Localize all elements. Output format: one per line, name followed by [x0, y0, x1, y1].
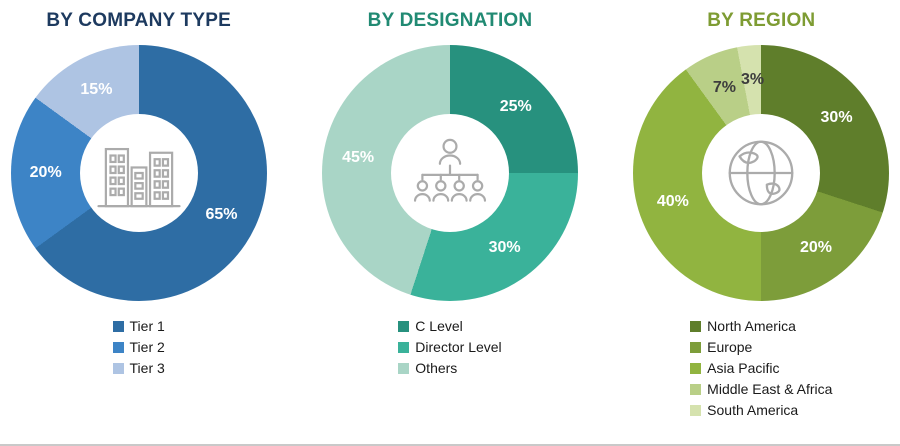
slice-label: 65%: [205, 206, 238, 224]
legend-item: Tier 2: [112, 338, 165, 356]
legend-swatch: [112, 320, 124, 332]
chart-designation: BY DESIGNATION: [311, 8, 588, 422]
legend-label: Tier 2: [129, 339, 165, 355]
chart-title-company-type: BY COMPANY TYPE: [46, 10, 231, 31]
slice-label: 20%: [799, 239, 832, 257]
donut-designation: 25% 30% 45%: [321, 45, 578, 301]
legend-item: Middle East & Africa: [690, 380, 832, 398]
legend-item: Tier 1: [112, 317, 165, 335]
slice-label: 15%: [80, 81, 113, 99]
chart-title-region: BY REGION: [707, 10, 816, 31]
slice-label: 30%: [488, 239, 521, 257]
slice-label: 25%: [499, 98, 532, 116]
legend-item: Europe: [690, 338, 832, 356]
globe-icon: [720, 132, 802, 214]
legend-designation: C Level Director Level Others: [398, 314, 502, 380]
legend-label: Others: [415, 360, 458, 376]
charts-row: BY COMPANY TYPE: [0, 8, 900, 422]
legend-label: C Level: [415, 318, 463, 334]
donut-region: 30% 20% 40% 7% 3%: [633, 45, 890, 301]
legend-item: C Level: [398, 317, 501, 335]
buildings-icon: [93, 134, 185, 212]
slice-label: 20%: [29, 164, 62, 181]
donut-hole: [79, 114, 198, 232]
legend-label: Europe: [707, 339, 753, 355]
legend-label: North America: [707, 318, 796, 334]
slice-label: 3%: [740, 71, 765, 89]
legend-item: Others: [398, 359, 501, 377]
legend-swatch: [690, 341, 702, 353]
legend-label: Director Level: [415, 339, 502, 355]
legend-swatch: [398, 320, 410, 332]
legend-item: Tier 3: [112, 359, 165, 377]
slice-label: 45%: [342, 149, 375, 167]
legend-label: Middle East & Africa: [707, 381, 833, 397]
legend-region: North America Europe Asia Pacific Middle Ea…: [690, 314, 832, 422]
legend-swatch: [690, 404, 702, 416]
slice-label: 40%: [656, 192, 689, 210]
chart-region: BY REGION 30% 20% 40% 7% 3% North A: [623, 8, 900, 422]
legend-item: South America: [690, 401, 832, 419]
donut-hole: [390, 114, 509, 232]
legend-label: Asia Pacific: [707, 360, 780, 376]
legend-swatch: [398, 362, 410, 374]
legend-swatch: [112, 341, 124, 353]
chart-company-type: BY COMPANY TYPE: [0, 8, 277, 422]
donut-hole: [702, 114, 821, 232]
org-chart-icon: [404, 133, 496, 213]
chart-title-designation: BY DESIGNATION: [367, 10, 533, 31]
legend-company-type: Tier 1 Tier 2 Tier 3: [112, 314, 165, 380]
legend-swatch: [690, 383, 702, 395]
legend-swatch: [398, 341, 410, 353]
legend-label: Tier 3: [129, 360, 165, 376]
legend-swatch: [112, 362, 124, 374]
slice-label: 30%: [820, 109, 853, 127]
legend-item: Asia Pacific: [690, 359, 832, 377]
legend-item: Director Level: [398, 338, 502, 356]
legend-swatch: [690, 320, 702, 332]
donut-company-type: 65% 20% 15%: [10, 45, 267, 301]
legend-item: North America: [690, 317, 832, 335]
legend-label: South America: [707, 402, 799, 418]
legend-swatch: [690, 362, 702, 374]
legend-label: Tier 1: [129, 318, 165, 334]
slice-label: 7%: [712, 78, 736, 96]
